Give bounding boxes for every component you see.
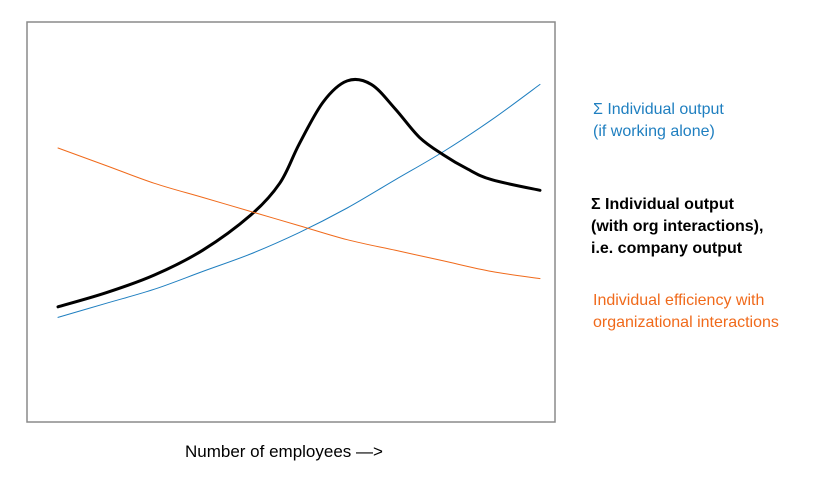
- legend-individual-efficiency-line-2: organizational interactions: [593, 314, 779, 331]
- series-line-company-output: [56, 77, 542, 309]
- legend-company-output-line-1: Σ Individual output: [591, 196, 734, 213]
- series-line-individual-output: [57, 83, 541, 318]
- x-axis-label: Number of employees —>: [185, 442, 383, 461]
- plot-frame: [26, 21, 556, 423]
- legend-individual-efficiency-line-1: Individual efficiency with: [593, 292, 765, 309]
- legend-individual-output-line-1: Σ Individual output: [593, 101, 724, 118]
- series-line-individual-efficiency: [57, 147, 541, 280]
- legend-individual-output-line-2: (if working alone): [593, 123, 715, 140]
- legend-company-output-line-2: (with org interactions),: [591, 218, 764, 235]
- legend-company-output: Σ Individual output (with org interactio…: [591, 194, 763, 260]
- legend-company-output-line-3: i.e. company output: [591, 240, 743, 257]
- legend-individual-efficiency: Individual efficiency with organizationa…: [593, 290, 779, 334]
- series-layer: [56, 77, 542, 318]
- legend-individual-output: Σ Individual output (if working alone): [593, 99, 724, 143]
